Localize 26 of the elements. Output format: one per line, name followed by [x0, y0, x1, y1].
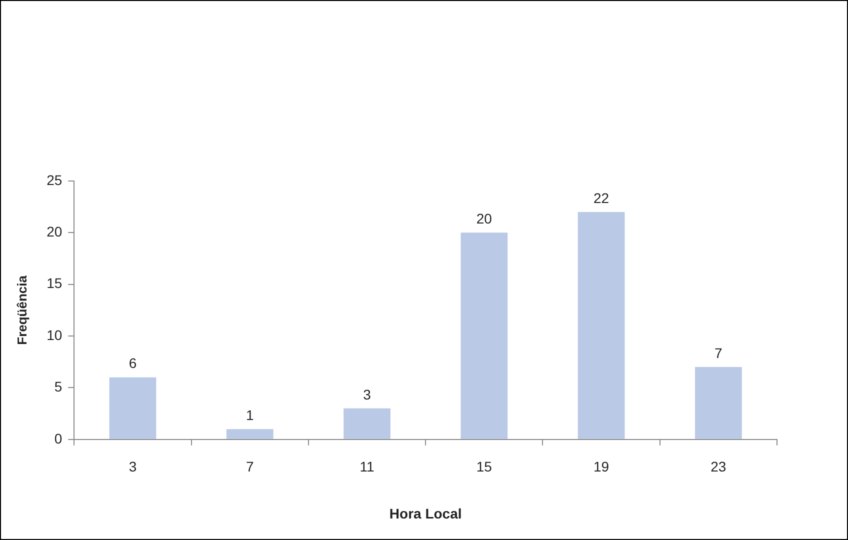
data-label: 6: [128, 355, 137, 372]
x-tick-label: 23: [710, 458, 726, 475]
y-tick-label: 0: [54, 430, 62, 446]
x-tick-label: 11: [360, 458, 374, 475]
x-tick-label: 15: [476, 458, 492, 475]
bar: [226, 429, 274, 439]
x-tick-label: 3: [128, 458, 137, 475]
data-label: 20: [476, 210, 492, 227]
y-tick-label: 15: [46, 275, 62, 292]
data-label: 3: [363, 386, 372, 402]
x-tick-label: 19: [594, 458, 610, 475]
y-axis-title: Freqüência: [14, 274, 30, 345]
y-tick-label: 25: [46, 172, 62, 188]
bar: [695, 367, 742, 439]
bar: [109, 377, 156, 439]
x-tick-label: 7: [246, 458, 254, 475]
y-tick-label: 10: [46, 326, 62, 343]
y-tick-label: 5: [54, 378, 62, 395]
bar: [460, 232, 508, 439]
data-label: 7: [714, 344, 723, 361]
data-label: 22: [594, 190, 610, 206]
x-axis-title: Hora Local: [389, 505, 462, 522]
data-label: 1: [246, 406, 254, 423]
bar: [344, 408, 390, 439]
y-tick-label: 20: [46, 224, 62, 240]
bar: [578, 212, 625, 439]
